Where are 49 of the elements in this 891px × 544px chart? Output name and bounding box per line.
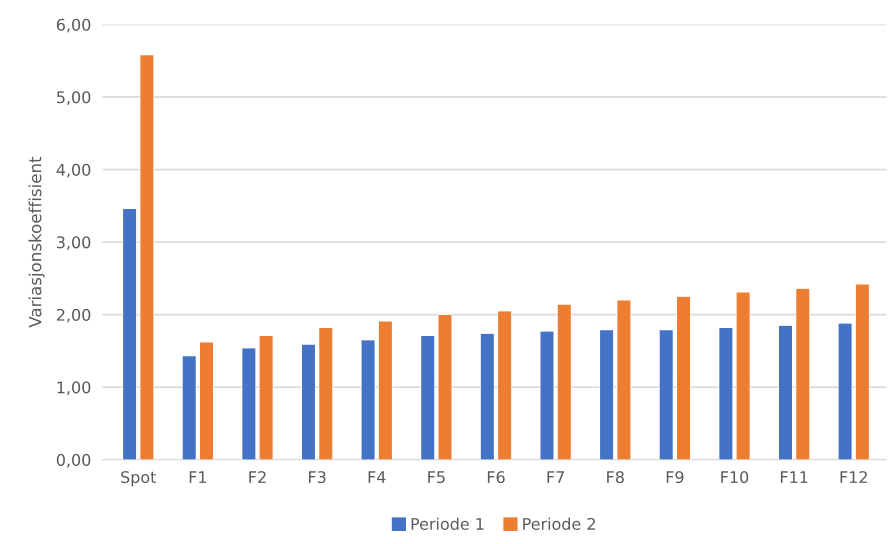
- bar: [420, 335, 435, 460]
- y-tick-label: 5,00: [57, 91, 90, 105]
- bar: [718, 327, 734, 460]
- x-tick-label: F9: [666, 471, 684, 484]
- x-tick-label: F8: [607, 471, 624, 484]
- x-tick-label: F11: [780, 471, 808, 483]
- bar: [778, 325, 793, 460]
- bar: [301, 344, 316, 460]
- x-tick-label: F10: [721, 471, 748, 484]
- bar: [258, 335, 274, 460]
- bar: [480, 333, 495, 460]
- y-axis-title: Variasjonskoeffisient: [28, 156, 45, 328]
- bar: [616, 300, 632, 460]
- bar: [497, 310, 512, 460]
- legend-label: Periode 1: [412, 518, 484, 530]
- bar: [540, 330, 554, 460]
- bar: [242, 348, 256, 460]
- bar: [318, 327, 333, 460]
- y-tick-label: 1,00: [58, 381, 90, 396]
- legend-label: Periode 2: [523, 518, 595, 530]
- x-tick-label: F12: [840, 471, 867, 483]
- x-tick-label: F5: [428, 471, 445, 484]
- y-tick-label: 0,00: [56, 454, 90, 468]
- bar: [199, 342, 214, 460]
- bar: [140, 54, 154, 460]
- y-tick-label: 2,00: [56, 308, 90, 323]
- x-tick-label: F3: [309, 471, 326, 484]
- bar: [855, 284, 870, 460]
- y-tick-label: 3,00: [57, 236, 90, 250]
- bar: [736, 292, 750, 460]
- bar: [182, 356, 196, 460]
- bar: [122, 208, 137, 460]
- x-tick-label: Spot: [121, 471, 156, 486]
- y-tick-label: 6,00: [56, 18, 90, 32]
- bar: [659, 329, 674, 460]
- x-tick-label: F6: [488, 471, 505, 484]
- x-tick-label: F4: [368, 471, 386, 483]
- bar: [378, 320, 393, 460]
- bar: [438, 314, 452, 460]
- bar: [838, 322, 852, 460]
- bar: [796, 288, 810, 460]
- x-tick-label: F7: [548, 471, 564, 483]
- x-tick-label: F2: [249, 471, 266, 483]
- y-tick-label: 4,00: [56, 164, 90, 178]
- bar: [676, 296, 691, 460]
- bar: [557, 304, 572, 460]
- bar: [360, 340, 376, 460]
- x-tick-label: F1: [190, 471, 206, 483]
- bar: [599, 329, 614, 460]
